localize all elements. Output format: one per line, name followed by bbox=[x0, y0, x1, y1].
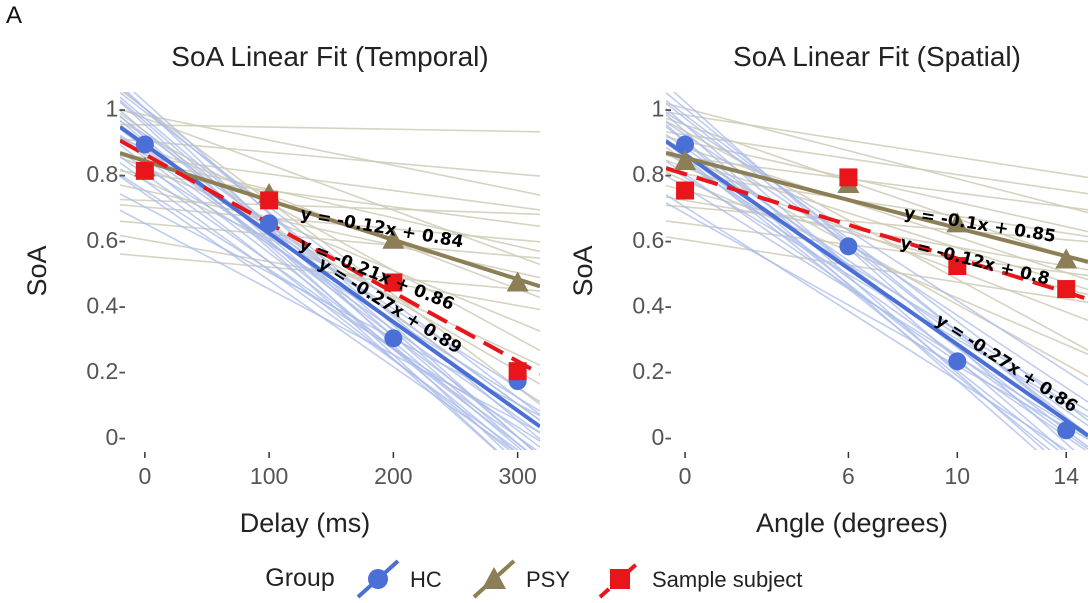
x-tick-label: 0 bbox=[138, 463, 151, 489]
hc-individual-line bbox=[132, 92, 534, 450]
hc-point bbox=[135, 135, 154, 154]
y-tick-label: 0.4- bbox=[632, 292, 672, 318]
hc-point bbox=[948, 352, 967, 371]
x-tick-label: 100 bbox=[250, 463, 288, 489]
y-axis-label: SoA bbox=[22, 245, 52, 296]
y-tick-label: 0- bbox=[106, 424, 126, 450]
hc-point bbox=[676, 135, 695, 154]
sample-point bbox=[1057, 280, 1076, 299]
chart-title: SoA Linear Fit (Temporal) bbox=[171, 41, 488, 72]
psy-individual-line bbox=[666, 111, 1088, 179]
hc-individual-line bbox=[120, 175, 515, 450]
y-tick-label: 0.6- bbox=[632, 227, 672, 253]
psy-individual-line bbox=[666, 136, 1088, 233]
psy-fit-line bbox=[666, 150, 1088, 264]
psy-point bbox=[382, 228, 405, 249]
hc-individual-line bbox=[120, 92, 540, 416]
sample-point bbox=[948, 257, 967, 276]
hc-individual-line bbox=[666, 111, 1088, 386]
hc-individual-line bbox=[666, 141, 1052, 450]
sample-point bbox=[135, 161, 154, 180]
hc-point bbox=[839, 237, 858, 256]
sample-fit-line bbox=[666, 166, 1088, 302]
sample-point bbox=[839, 168, 858, 187]
temporal-panel: y = -0.12x + 0.84y = -0.21x + 0.86y = -0… bbox=[22, 41, 540, 538]
hc-individual-line bbox=[666, 134, 1088, 427]
y-tick-label: 0.8- bbox=[632, 161, 672, 187]
psy-point bbox=[946, 212, 969, 233]
psy-individual-line bbox=[120, 108, 540, 266]
psy-individual-line bbox=[666, 102, 1088, 214]
psy-individual-line bbox=[120, 198, 540, 216]
hc-individual-line bbox=[666, 165, 1088, 418]
hc-point bbox=[384, 329, 403, 348]
legend-title: Group bbox=[265, 564, 334, 592]
y-axis-label: SoA bbox=[568, 245, 598, 296]
psy-individual-line bbox=[666, 140, 1088, 281]
sample-point bbox=[260, 191, 279, 210]
y-tick-label: 1- bbox=[652, 95, 672, 121]
x-axis-label: Delay (ms) bbox=[240, 508, 371, 538]
circle-marker-icon bbox=[368, 569, 388, 589]
psy-individual-line bbox=[120, 123, 540, 133]
hc-individual-line bbox=[666, 123, 1038, 450]
psy-point bbox=[674, 149, 697, 170]
hc-individual-line bbox=[666, 121, 1088, 403]
triangle-marker-icon bbox=[482, 567, 506, 589]
psy-individual-line bbox=[120, 154, 540, 253]
spatial-panel: y = -0.1x + 0.85y = -0.12x + 0.8y = -0.2… bbox=[568, 41, 1088, 538]
psy-point bbox=[506, 271, 529, 292]
y-tick-label: 0- bbox=[652, 424, 672, 450]
legend: Group HC PSY Sample subject bbox=[265, 559, 802, 599]
x-tick-label: 0 bbox=[679, 463, 692, 489]
hc-individual-line bbox=[120, 136, 540, 434]
hc-individual-line bbox=[120, 99, 527, 450]
hc-individual-line bbox=[666, 138, 1060, 450]
hc-individual-line bbox=[120, 109, 523, 450]
y-tick-label: 0.8- bbox=[86, 161, 126, 187]
hc-point bbox=[1057, 421, 1076, 440]
hc-individual-line bbox=[666, 113, 1046, 450]
y-tick-label: 1- bbox=[106, 95, 126, 121]
psy-individual-line bbox=[120, 109, 540, 196]
y-tick-label: 0.6- bbox=[86, 227, 126, 253]
x-tick-label: 200 bbox=[374, 463, 412, 489]
hc-individual-line bbox=[666, 146, 1088, 450]
psy-individual-line bbox=[666, 171, 1088, 356]
legend-item-label: HC bbox=[410, 567, 442, 592]
hc-individual-line bbox=[120, 162, 519, 450]
hc-point bbox=[260, 214, 279, 233]
legend-item-label: Sample subject bbox=[652, 567, 802, 592]
hc-fit-line bbox=[666, 139, 1088, 438]
x-tick-label: 300 bbox=[498, 463, 536, 489]
psy-individual-line bbox=[666, 117, 1088, 265]
y-tick-label: 0.2- bbox=[632, 358, 672, 384]
psy-fit-line bbox=[120, 151, 540, 289]
legend-item-label: PSY bbox=[526, 567, 570, 592]
plot-area bbox=[666, 92, 1088, 450]
hc-individual-line bbox=[666, 92, 1088, 439]
psy-point bbox=[1055, 248, 1078, 269]
y-tick-label: 0.4- bbox=[86, 292, 126, 318]
psy-individual-line bbox=[120, 120, 540, 352]
y-tick-label: 0.2- bbox=[86, 358, 126, 384]
chart-title: SoA Linear Fit (Spatial) bbox=[733, 41, 1021, 72]
psy-individual-line bbox=[120, 220, 540, 259]
hc-individual-line bbox=[120, 209, 540, 433]
sample-point bbox=[384, 273, 403, 292]
x-tick-label: 6 bbox=[842, 463, 855, 489]
x-tick-label: 10 bbox=[945, 463, 971, 489]
sample-point bbox=[676, 181, 695, 200]
plot-area bbox=[120, 92, 540, 450]
psy-individual-line bbox=[120, 253, 540, 292]
x-tick-label: 14 bbox=[1053, 463, 1079, 489]
x-axis-label: Angle (degrees) bbox=[756, 508, 948, 538]
panel-label: A bbox=[6, 2, 23, 29]
square-marker-icon bbox=[610, 569, 630, 589]
sample-point bbox=[508, 362, 527, 381]
sample-fit-line bbox=[120, 138, 540, 376]
psy-individual-line bbox=[666, 204, 1088, 243]
